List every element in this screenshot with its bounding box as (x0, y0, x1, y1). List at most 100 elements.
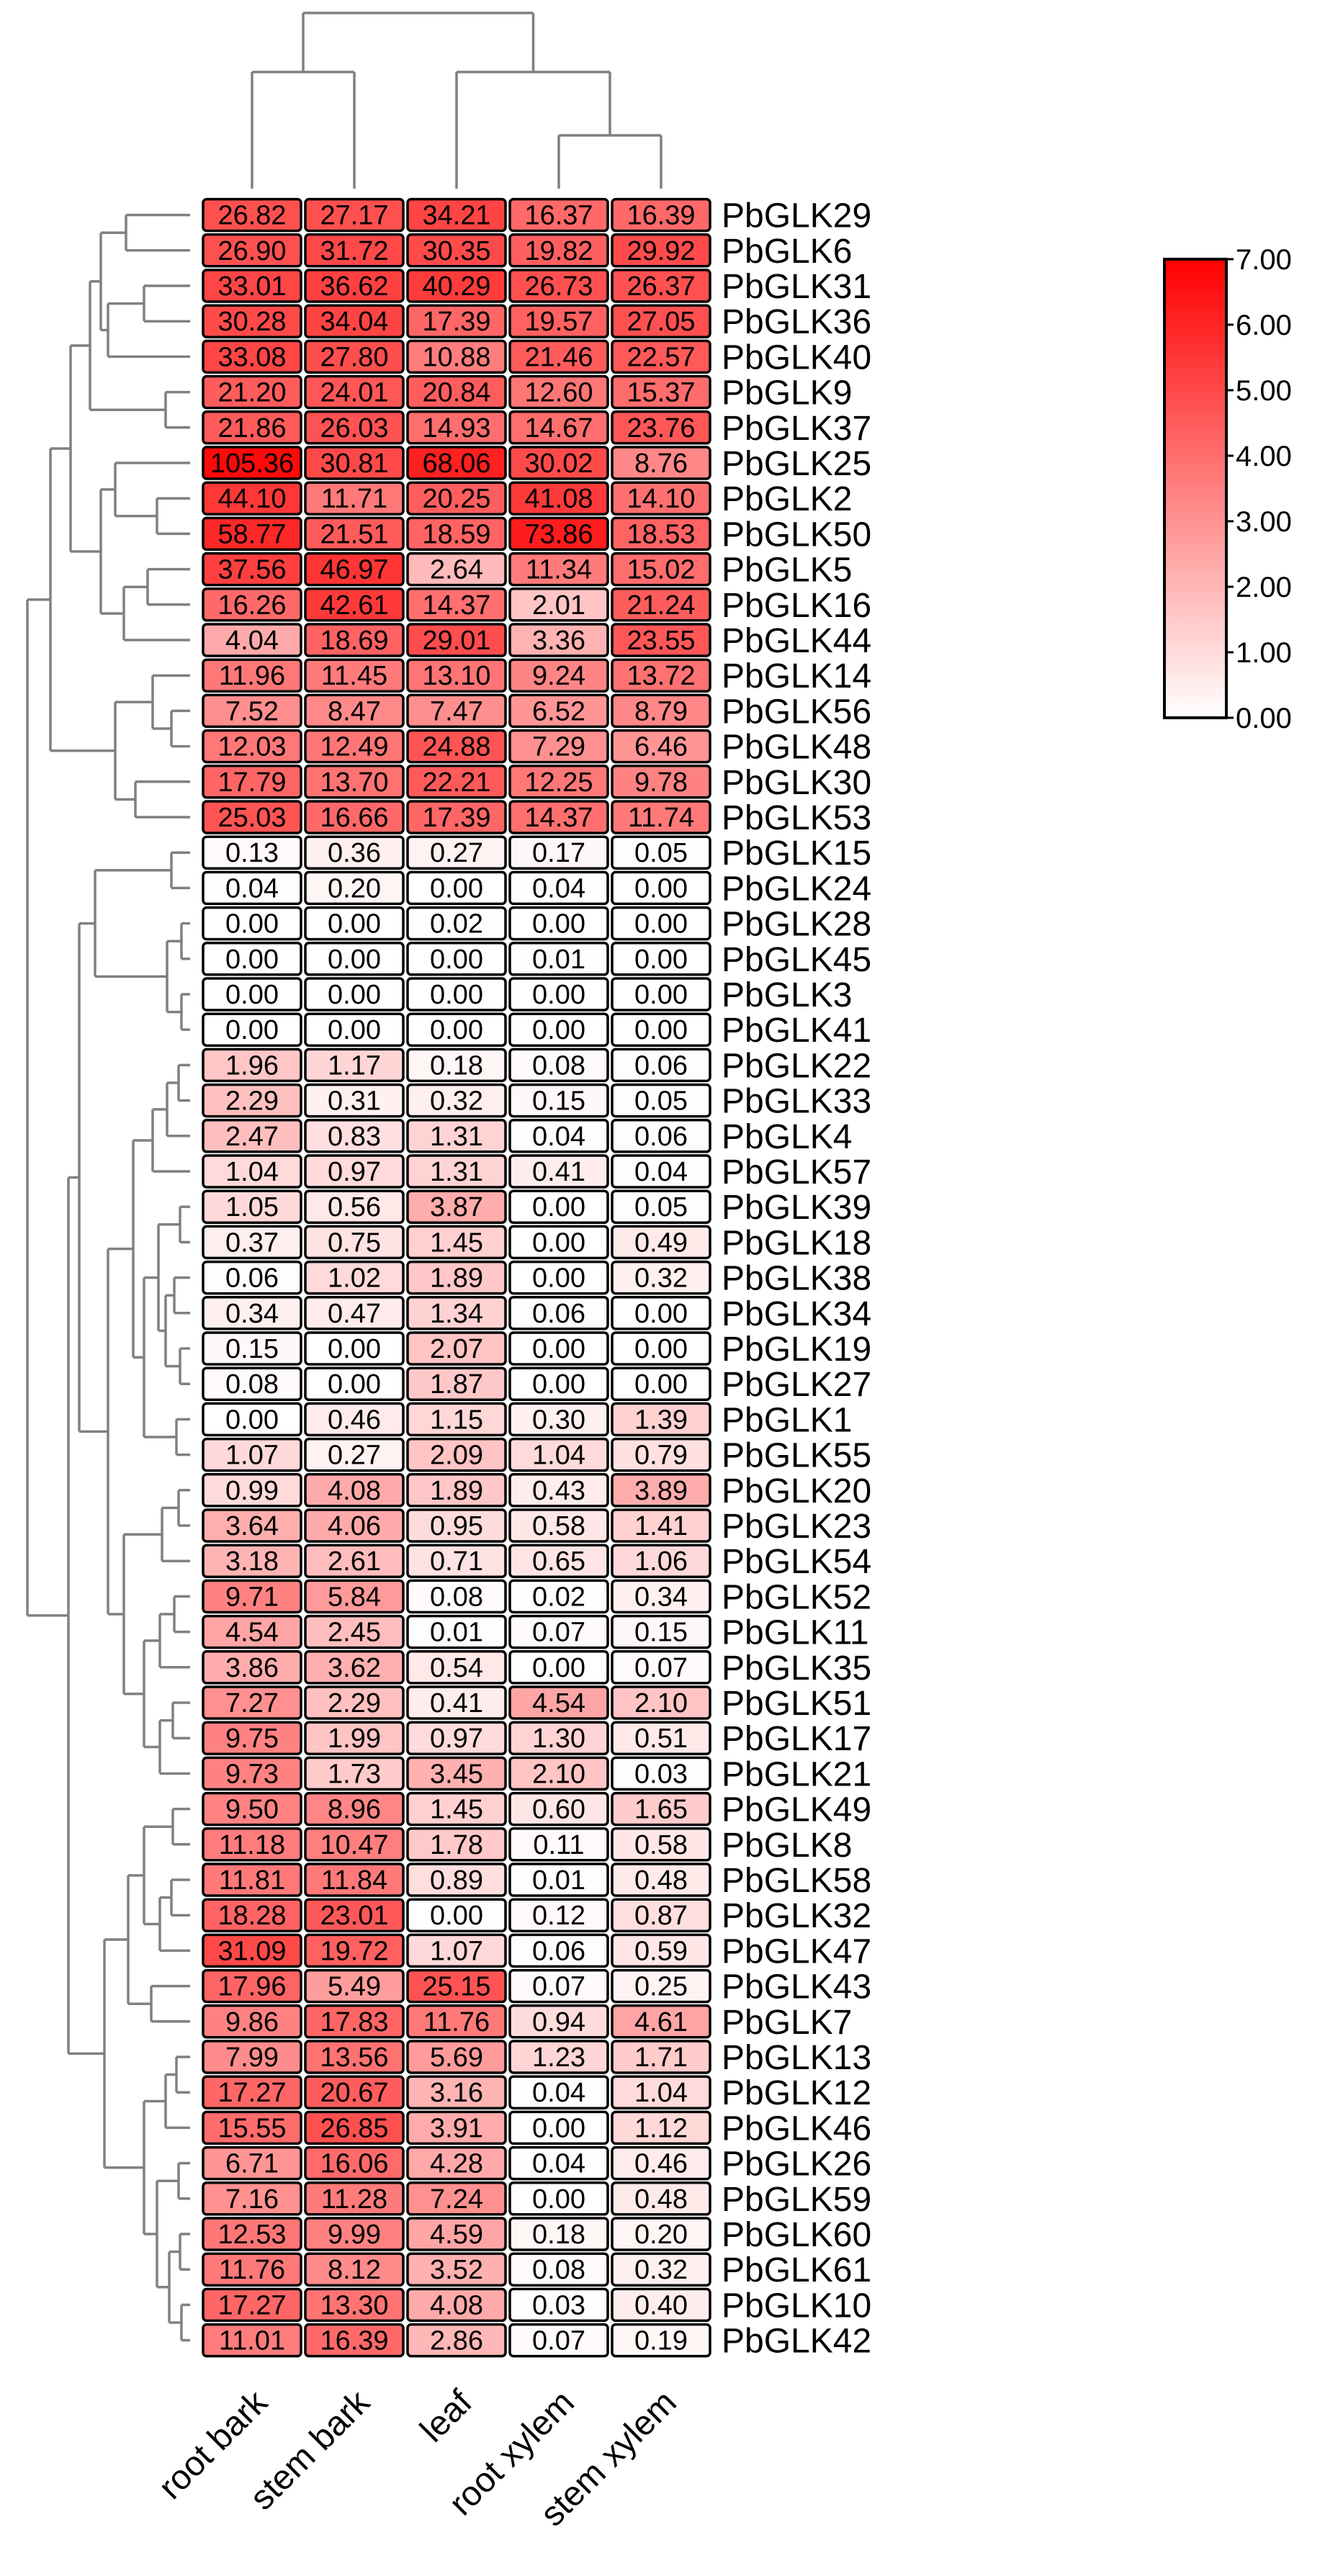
heatmap-cell (304, 1827, 405, 1862)
cell-value-label: 4.59 (430, 2220, 483, 2250)
row-label: PbGLK27 (722, 1366, 871, 1404)
cell-value-label: 0.00 (225, 1405, 279, 1435)
cell-value-label: 23.76 (626, 413, 695, 443)
heatmap-cell (406, 623, 507, 657)
heatmap-cell (611, 1756, 711, 1791)
cell-value-label: 0.01 (430, 1618, 483, 1648)
cell-value-label: 6.52 (532, 696, 585, 726)
cell-value-label: 0.03 (532, 2290, 585, 2320)
heatmap-cell (406, 1756, 507, 1791)
cell-value-label: 7.27 (225, 1688, 279, 1719)
heatmap-cell (611, 1296, 711, 1330)
cell-value-label: 4.08 (328, 1476, 381, 1506)
cell-value-label: 0.51 (634, 1724, 688, 1754)
heatmap-cell (508, 1296, 609, 1330)
color-scale-legend: 0.00 1.00 2.00 3.00 4.00 5.00 6.00 7.00 (1163, 244, 1292, 734)
heatmap-cell (406, 233, 507, 268)
heatmap-cell (406, 1154, 507, 1189)
cell-value-label: 15.55 (217, 2113, 286, 2143)
cell-value-label: 5.84 (328, 1582, 381, 1612)
heatmap-cell (611, 1863, 711, 1897)
heatmap-cell (508, 729, 609, 764)
row-label: PbGLK42 (722, 2323, 871, 2361)
heatmap-cell (508, 1827, 609, 1862)
cell-value-label: 0.00 (328, 1015, 381, 1045)
cell-value-label: 2.09 (430, 1441, 483, 1471)
heatmap-cell (611, 446, 711, 480)
row-label: PbGLK2 (722, 480, 852, 518)
heatmap-cell (611, 800, 711, 834)
heatmap-cell (611, 2323, 711, 2358)
heatmap-cell (508, 1189, 609, 1224)
heatmap-cell (202, 658, 302, 693)
cell-value-label: 0.00 (532, 1334, 585, 1364)
row-label: PbGLK18 (722, 1224, 871, 1262)
cell-value-label: 18.28 (217, 1901, 286, 1931)
heatmap-cell (611, 233, 711, 268)
cell-value-label: 7.16 (225, 2184, 279, 2215)
heatmap-cell (611, 551, 711, 587)
cell-value-label: 12.60 (524, 378, 593, 408)
cell-value-label: 30.81 (320, 449, 388, 479)
cell-value-label: 0.04 (532, 1122, 585, 1152)
cell-value-label: 29.01 (422, 626, 490, 656)
heatmap-cell (611, 1685, 711, 1720)
cell-value-label: 0.01 (532, 945, 585, 975)
cell-value-label: 18.53 (626, 519, 695, 549)
heatmap-cell (304, 551, 405, 587)
cell-value-label: 0.00 (532, 1653, 585, 1683)
heatmap-cell (304, 1898, 405, 1932)
cell-value-label: 1.04 (225, 1157, 279, 1187)
heatmap-cell (611, 1154, 711, 1189)
cell-value-label: 0.00 (634, 909, 688, 940)
heatmap-cell (611, 870, 711, 906)
cell-value-label: 0.79 (634, 1441, 688, 1471)
cell-value-label: 0.08 (430, 1582, 483, 1612)
heatmap-cell (611, 587, 711, 622)
heatmap-cell (508, 658, 609, 693)
cell-value-label: 0.25 (634, 1972, 688, 2002)
heatmap-cell (406, 1225, 507, 1260)
cell-value-label: 0.00 (225, 909, 279, 940)
heatmap-cell (304, 1863, 405, 1897)
cell-value-label: 0.27 (430, 838, 483, 868)
heatmap-cell (202, 1366, 302, 1401)
cell-value-label: 4.61 (634, 2007, 688, 2037)
cell-value-label: 14.10 (626, 484, 695, 514)
heatmap-cell (406, 1473, 507, 1508)
row-label: PbGLK29 (722, 197, 871, 235)
cell-value-label: 1.30 (532, 1724, 585, 1754)
heatmap-cell (611, 2040, 711, 2074)
cell-value-label: 44.10 (217, 484, 286, 514)
cell-value-label: 5.69 (430, 2043, 483, 2073)
heatmap-cell (508, 304, 609, 338)
row-label: PbGLK58 (722, 1862, 871, 1900)
heatmap-cell (406, 942, 507, 976)
row-label: PbGLK12 (722, 2074, 871, 2112)
heatmap-cell (611, 729, 711, 764)
heatmap-cell (406, 1366, 507, 1401)
row-label: PbGLK48 (722, 729, 871, 767)
heatmap-cell (304, 693, 405, 729)
row-label: PbGLK5 (722, 551, 852, 590)
heatmap-cell (202, 516, 302, 551)
cell-value-label: 27.05 (626, 307, 695, 337)
cell-value-label: 16.66 (320, 803, 388, 833)
cell-value-label: 0.89 (430, 1865, 483, 1896)
heatmap-cell (508, 481, 609, 515)
cell-value-label: 25.03 (217, 803, 286, 833)
heatmap-cell (304, 1083, 405, 1118)
heatmap-cell (304, 1296, 405, 1330)
row-label: PbGLK30 (722, 764, 871, 802)
heatmap-cell (202, 197, 302, 233)
heatmap-cell (304, 1189, 405, 1224)
cell-value-label: 1.31 (430, 1157, 483, 1187)
cell-value-label: 1.05 (225, 1192, 279, 1222)
row-label: PbGLK8 (722, 1827, 852, 1865)
color-scale-label: 2.00 (1236, 572, 1292, 603)
heatmap-cell (611, 339, 711, 374)
cell-value-label: 11.34 (526, 555, 592, 585)
heatmap-cell (202, 835, 302, 870)
heatmap-cell (508, 1119, 609, 1153)
color-scale-label: 5.00 (1236, 375, 1292, 407)
